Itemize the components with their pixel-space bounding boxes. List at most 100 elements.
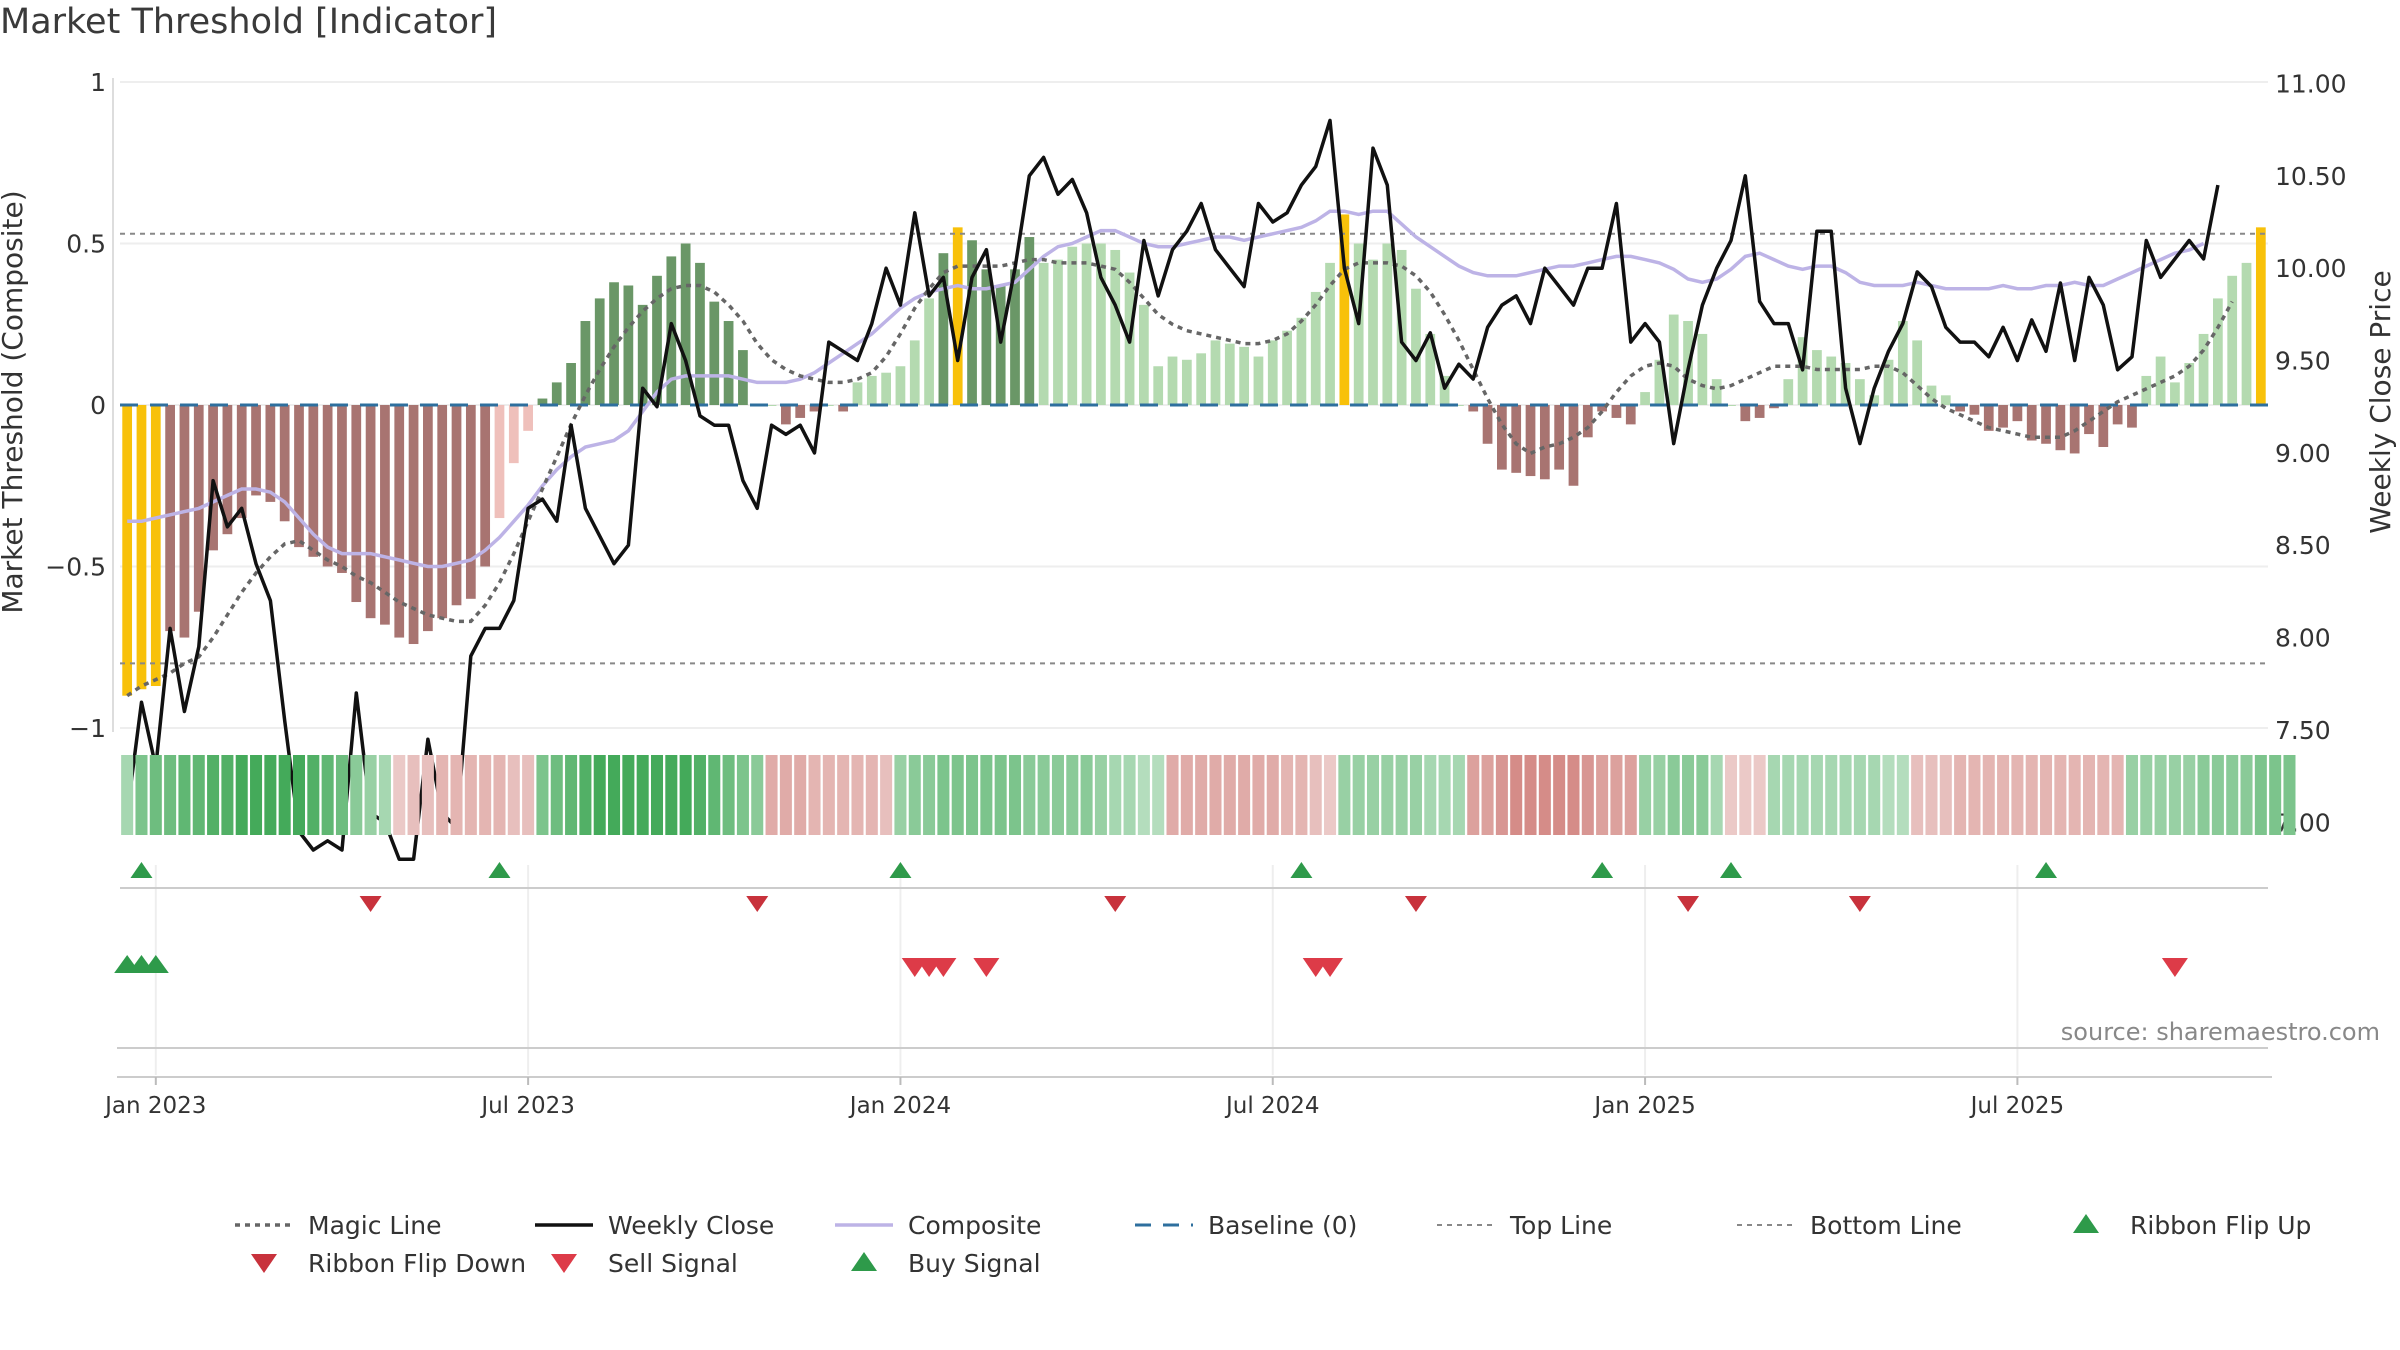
composite-bar xyxy=(866,375,877,405)
series-lines xyxy=(125,118,2234,861)
left-tick-label: −1 xyxy=(69,714,106,743)
right-tick-label: 11.00 xyxy=(2275,69,2347,98)
composite-bar xyxy=(494,405,505,519)
composite-bar xyxy=(580,321,591,405)
ribbon-cell xyxy=(436,755,449,835)
composite-bar xyxy=(1310,291,1321,405)
ribbon-cell xyxy=(1137,755,1150,835)
ribbon-cell xyxy=(2025,755,2038,835)
composite-bar xyxy=(1597,405,1607,412)
composite-bar xyxy=(1812,350,1822,405)
composite-bar xyxy=(1855,379,1865,405)
composite-bar xyxy=(709,301,720,405)
ribbon-cell xyxy=(1524,755,1537,835)
composite-bar xyxy=(1625,405,1636,425)
composite-bar xyxy=(1969,405,1980,415)
ribbon-cell xyxy=(1309,755,1322,835)
composite-bar xyxy=(1096,243,1106,405)
composite-bar xyxy=(1568,405,1579,486)
ribbon-cell xyxy=(1724,755,1738,835)
legend-label: Ribbon Flip Down xyxy=(308,1249,526,1278)
ribbon-cell xyxy=(307,755,320,835)
ribbon-cell xyxy=(1080,755,1093,835)
composite-bar xyxy=(1668,314,1679,405)
composite-bar xyxy=(1611,405,1622,418)
composite-bar xyxy=(451,405,462,606)
ribbon-strip xyxy=(121,755,2296,835)
composite-bar xyxy=(2084,405,2094,435)
ribbon-cell xyxy=(1424,755,1437,835)
composite-bar xyxy=(1740,405,1751,422)
legend-label: Top Line xyxy=(1509,1211,1612,1240)
composite-bar xyxy=(236,405,247,519)
composite-bar xyxy=(852,382,863,405)
chart-title: Market Threshold [Indicator] xyxy=(0,2,498,42)
ribbon-flip-down-marker xyxy=(1677,896,1700,912)
ribbon-flip-up-marker xyxy=(2035,862,2058,878)
composite-bar xyxy=(1253,356,1264,405)
ribbon-cell xyxy=(1295,755,1308,835)
composite-bar xyxy=(609,282,619,405)
composite-bar xyxy=(1955,405,1965,412)
ribbon-cell xyxy=(779,755,792,835)
ribbon-cell xyxy=(207,755,220,835)
composite-bar xyxy=(695,262,705,405)
ribbon-cell xyxy=(1982,755,1995,835)
legend-swatch xyxy=(551,1254,577,1273)
ribbon-cell xyxy=(708,755,721,835)
composite-bar xyxy=(838,405,849,412)
ribbon-cell xyxy=(1438,755,1451,835)
ribbon-cell xyxy=(1624,755,1637,835)
ribbon-cell xyxy=(450,755,463,835)
ribbon-cell xyxy=(1023,755,1036,835)
ribbon-cell xyxy=(1481,755,1494,835)
ribbon-cell xyxy=(1782,755,1795,835)
x-tick-label: Jul 2023 xyxy=(479,1093,575,1119)
left-tick-label: −0.5 xyxy=(45,553,106,582)
ribbon-cell xyxy=(2283,755,2296,835)
composite-bar xyxy=(1998,405,2008,428)
legend: Magic Line Weekly Close Composite Baseline … xyxy=(235,1211,2311,1278)
composite-line xyxy=(127,209,2205,569)
composite-bar xyxy=(1554,405,1565,470)
ribbon-cell xyxy=(851,755,864,835)
composite-bar xyxy=(1769,405,1779,409)
ribbon-flip-down-marker xyxy=(1404,896,1427,912)
composite-bar xyxy=(781,405,791,425)
ribbon-cell xyxy=(1710,755,1723,835)
ribbon-cell xyxy=(880,755,893,835)
ribbon-cell xyxy=(2097,755,2110,835)
ribbon-cell xyxy=(292,755,306,835)
ribbon-cell xyxy=(794,755,807,835)
composite-bar xyxy=(652,275,662,405)
composite-bar xyxy=(2041,405,2051,444)
composite-bar xyxy=(537,398,548,405)
ribbon-flip-up-marker xyxy=(1290,862,1313,878)
ribbon-cell xyxy=(378,755,391,835)
ribbon-cell xyxy=(1452,755,1465,835)
legend-label: Ribbon Flip Up xyxy=(2130,1211,2311,1240)
composite-bar xyxy=(1926,385,1937,405)
composite-bar xyxy=(208,405,218,551)
composite-bar xyxy=(265,405,276,502)
ribbon-cell xyxy=(1796,755,1809,835)
x-axis: Jan 2023 Jul 2023 Jan 2024 Jul 2024 Jan 2025… xyxy=(103,1076,2272,1119)
ribbon-cell xyxy=(2240,755,2253,835)
ribbon-cell xyxy=(1567,755,1580,835)
ribbon-cell xyxy=(1238,755,1251,835)
legend-label: Bottom Line xyxy=(1810,1211,1962,1240)
legend-label: Weekly Close xyxy=(608,1211,774,1240)
ribbon-flip-down-marker xyxy=(746,896,769,912)
ribbon-cell xyxy=(1352,755,1365,835)
ribbon-cell xyxy=(1324,755,1337,835)
ribbon-cell xyxy=(1051,755,1064,835)
composite-bar xyxy=(1869,395,1880,405)
ribbon-cell xyxy=(593,755,606,835)
composite-bar xyxy=(981,269,992,405)
ribbon-cell xyxy=(1123,755,1136,835)
composite-bar xyxy=(1167,356,1178,405)
composite-bar xyxy=(1282,330,1292,405)
composite-bar xyxy=(1411,288,1421,405)
threshold-lines xyxy=(120,232,2268,665)
